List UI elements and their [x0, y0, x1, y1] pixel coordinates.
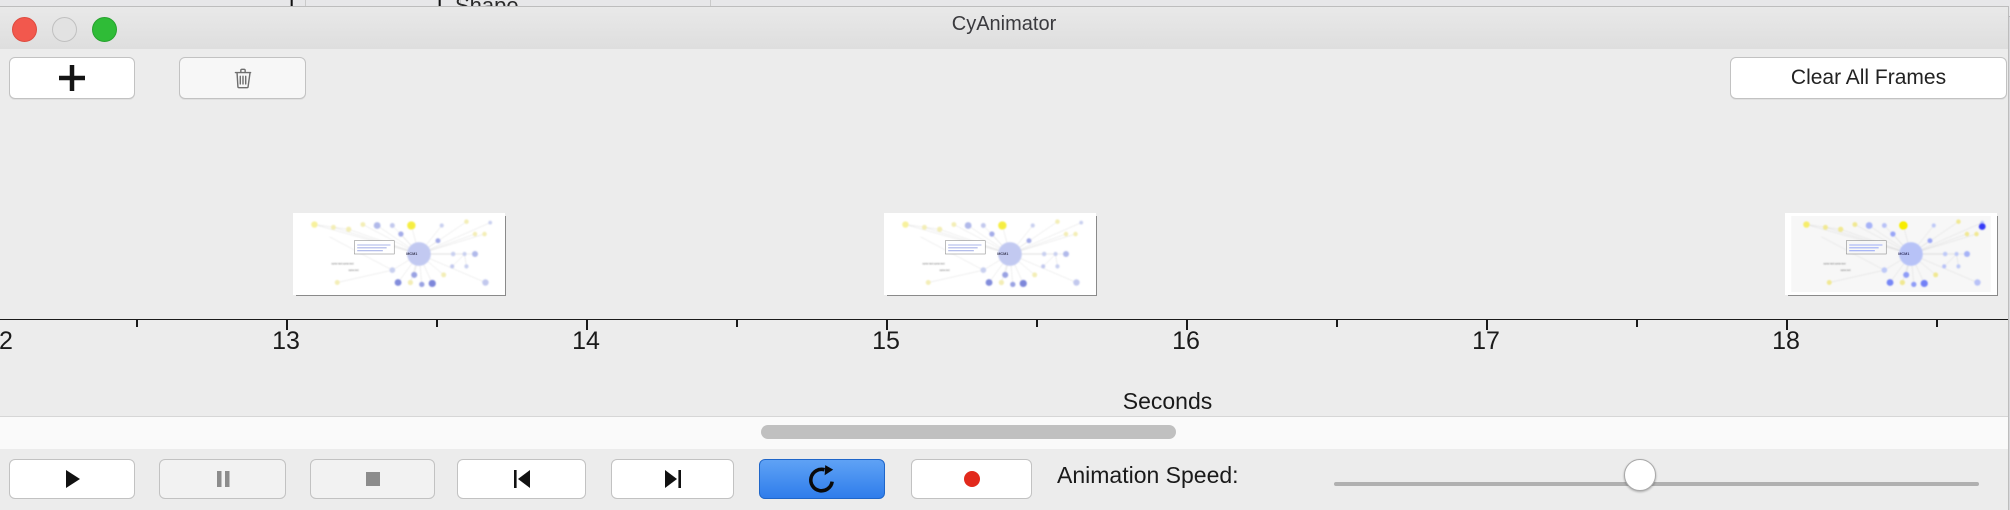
svg-text:some text: some text: [349, 269, 359, 272]
svg-text:some text: some text: [1841, 269, 1851, 272]
svg-text:some text some text: some text some text: [332, 262, 354, 265]
svg-text:some text some text: some text some text: [923, 262, 945, 265]
svg-text:some text: some text: [940, 269, 950, 272]
svg-text:MCM1: MCM1: [406, 252, 417, 256]
svg-text:MCM1: MCM1: [1898, 252, 1909, 256]
svg-text:MCM1: MCM1: [997, 252, 1008, 256]
svg-text:some text some text: some text some text: [1824, 262, 1846, 265]
